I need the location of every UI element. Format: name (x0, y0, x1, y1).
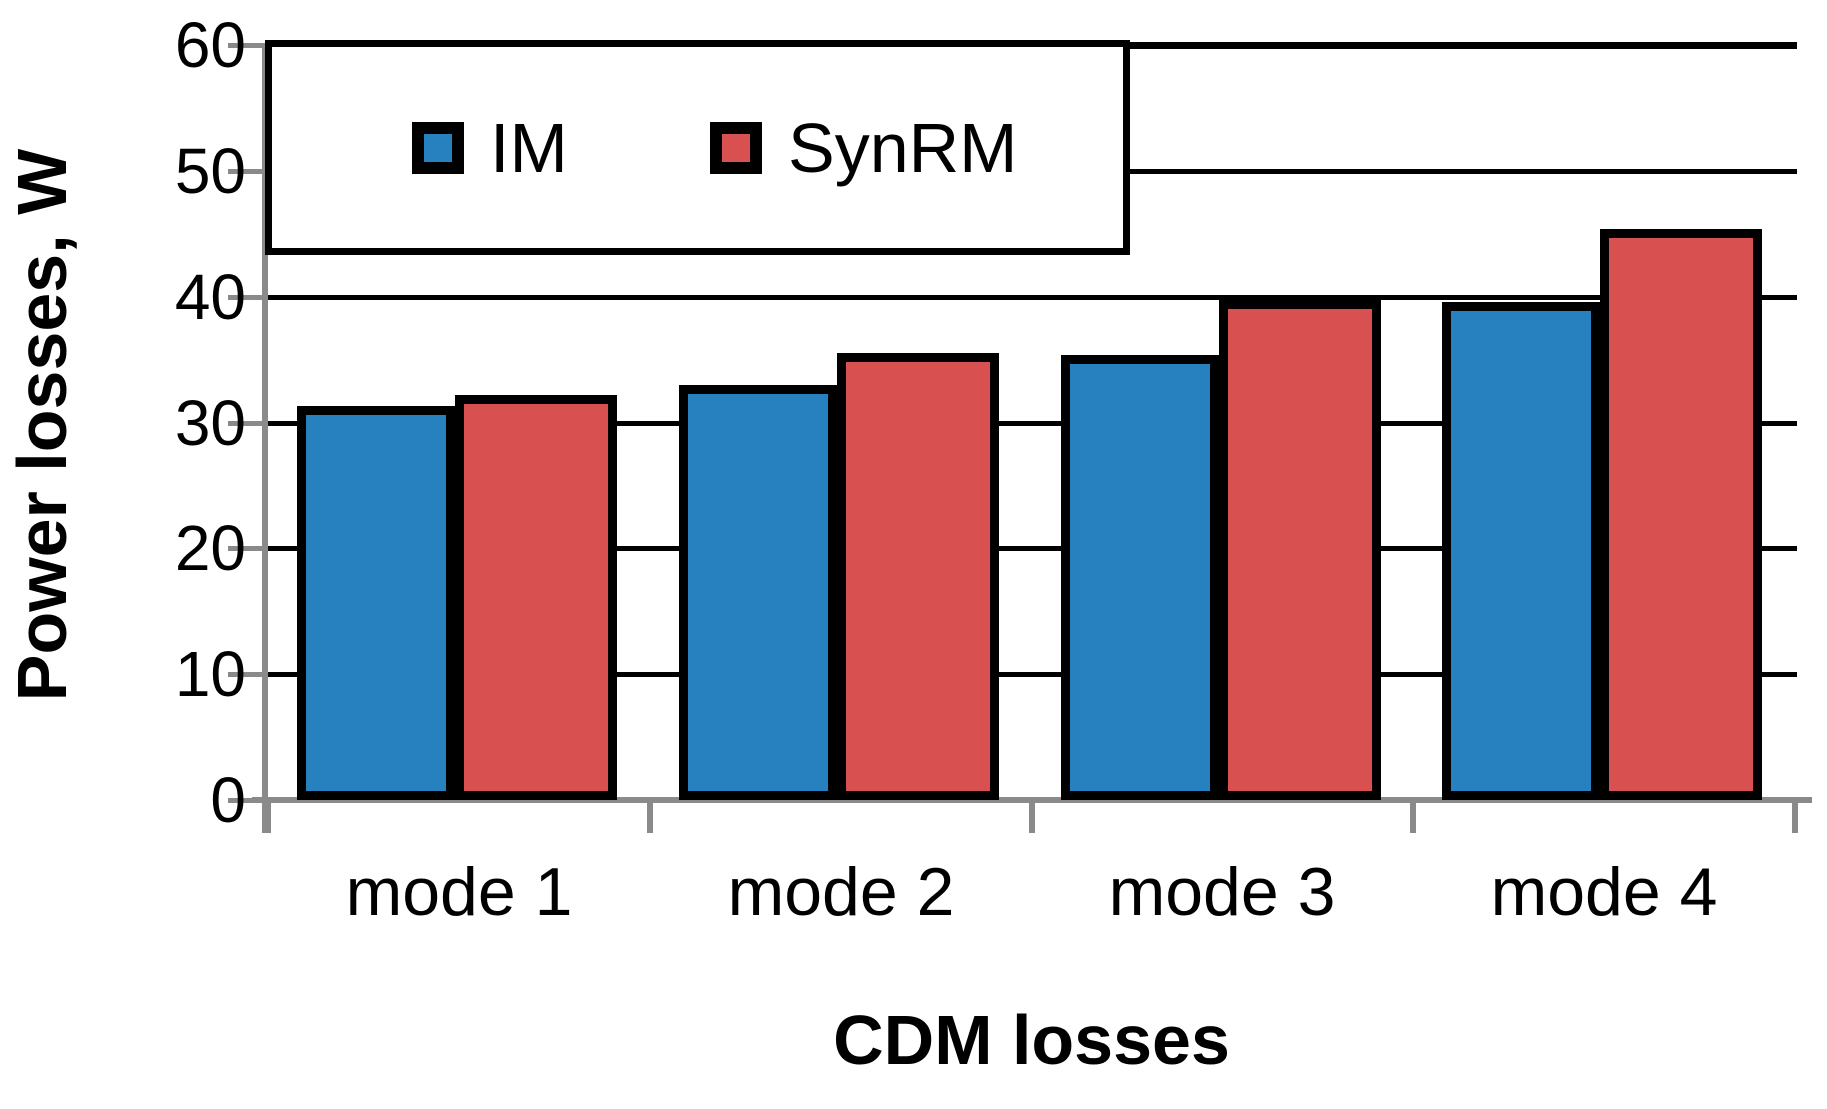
y-tick-0 (228, 798, 268, 803)
bar-synrm-mode-2 (837, 353, 999, 800)
x-category-label-1: mode 1 (345, 854, 573, 930)
legend-marker-im-icon (412, 121, 464, 174)
x-tick-4 (1792, 797, 1798, 833)
y-tick-60 (228, 43, 268, 48)
bar-im-mode-3 (1061, 355, 1219, 800)
x-category-label-3: mode 3 (1108, 854, 1336, 930)
y-tick-label-40: 40 (174, 261, 246, 333)
bar-synrm-mode-3 (1219, 300, 1381, 800)
legend: IM SynRM (265, 40, 1130, 255)
x-tick-1 (647, 797, 653, 833)
x-axis-title: CDM losses (833, 1001, 1230, 1079)
y-tick-label-20: 20 (174, 512, 246, 584)
y-axis-title: Power losses, W (3, 148, 81, 702)
gridline-40 (268, 295, 1797, 300)
legend-label-im: IM (490, 108, 568, 187)
bar-synrm-mode-4 (1600, 229, 1762, 800)
gridline-30 (268, 421, 1797, 426)
legend-marker-synrm-fill (722, 133, 750, 162)
y-tick-10 (228, 672, 268, 677)
y-tick-label-60: 60 (174, 9, 246, 81)
gridline-10 (268, 672, 1797, 677)
x-tick-2 (1029, 797, 1035, 833)
bar-im-mode-1 (297, 406, 455, 800)
y-tick-30 (228, 421, 268, 426)
legend-marker-im-fill (424, 133, 452, 162)
y-tick-label-10: 10 (174, 638, 246, 710)
bar-im-mode-2 (679, 385, 837, 800)
y-tick-label-0: 0 (210, 764, 246, 836)
y-tick-50 (228, 169, 268, 174)
bar-im-mode-4 (1442, 302, 1600, 800)
x-category-label-2: mode 2 (727, 854, 955, 930)
gridline-20 (268, 546, 1797, 551)
bar-synrm-mode-1 (455, 395, 617, 800)
y-tick-label-50: 50 (174, 135, 246, 207)
y-tick-40 (228, 295, 268, 300)
y-axis-line (262, 45, 268, 833)
x-tick-3 (1410, 797, 1416, 833)
y-tick-20 (228, 546, 268, 551)
legend-entry-im: IM (412, 113, 568, 183)
x-category-label-4: mode 4 (1490, 854, 1718, 930)
y-tick-label-30: 30 (174, 387, 246, 459)
x-tick-0 (265, 797, 271, 833)
legend-label-synrm: SynRM (788, 108, 1018, 187)
legend-entry-synrm: SynRM (710, 113, 1017, 183)
legend-marker-synrm-icon (710, 121, 762, 174)
